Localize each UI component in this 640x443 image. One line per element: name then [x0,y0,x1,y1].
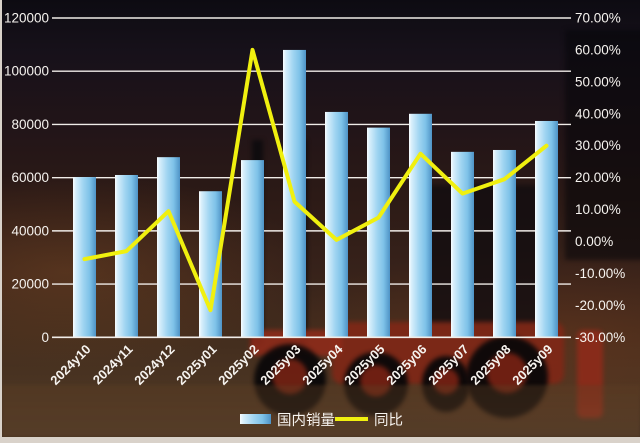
right-axis-tick-label: -30.00% [575,330,625,345]
right-axis-tick-label: 30.00% [575,138,621,153]
forklift-wheel [422,356,470,412]
x-axis-category-label: 2024y12 [131,342,177,388]
right-axis-tick-label: -10.00% [575,266,625,281]
left-axis-tick-label: 120000 [4,11,49,26]
forklift-wheel [254,344,326,416]
x-axis-category-label: 2025y01 [173,342,219,388]
left-axis-tick-label: 20000 [11,277,49,292]
legend-bar-swatch [240,414,271,424]
bar-2025y06 [409,113,432,338]
x-axis-category-label: 2025y03 [257,342,303,388]
bar-2025y07 [451,151,474,338]
right-axis-tick-label: 20.00% [575,170,621,185]
x-axis-category-label: 2025y05 [341,342,387,388]
bars-series-domestic-sales [73,49,558,338]
left-axis-labels: 0 20000 40000 60000 80000 100000 120000 [4,11,49,345]
legend: 国内销量 同比 [240,412,403,429]
right-axis-tick-label: -20.00% [575,298,625,313]
bar-2025y02 [241,160,264,338]
right-axis-tick-label: 0.00% [575,234,613,249]
forklift-fender [577,330,603,418]
left-axis-tick-label: 80000 [11,117,49,132]
forklift-cab-silhouette [422,185,542,335]
forklift-wheel [344,352,408,416]
background-silhouette [565,30,640,260]
left-axis-tick-label: 100000 [4,64,49,79]
left-axis-tick-label: 0 [41,330,49,345]
x-axis-category-label: 2025y09 [509,342,555,388]
x-axis-category-label: 2025y02 [215,342,261,388]
x-axis-category-label: 2025y04 [299,341,346,388]
left-axis-tick-label: 60000 [11,170,49,185]
bar-2024y12 [157,157,180,338]
x-axis-labels: 2024y102024y112024y122025y012025y022025y… [47,341,555,388]
forklift-wheel [466,336,548,418]
bar-2025y04 [325,111,348,338]
bar-2025y05 [367,127,390,338]
gridlines [52,17,571,338]
left-axis-tick-label: 40000 [11,223,49,238]
right-axis-tick-label: 50.00% [575,74,621,89]
x-axis-category-label: 2025y06 [383,342,429,388]
right-axis-labels: -30.00% -20.00% -10.00% 0.00% 10.00% 20.00% 30… [575,11,625,345]
x-axis-category-label: 2024y11 [90,342,136,388]
bar-2025y03 [283,49,306,338]
x-axis-category-label: 2025y07 [425,342,471,388]
right-axis-tick-label: 60.00% [575,42,621,57]
bar-2024y11 [115,174,138,338]
bar-2025y08 [493,149,516,338]
ground-reflection [2,385,640,437]
right-axis-tick-label: 70.00% [575,11,621,26]
legend-line-label: 同比 [374,412,403,429]
right-axis-tick-label: 10.00% [575,202,621,217]
legend-bar-label: 国内销量 [277,412,335,429]
right-axis-tick-label: 40.00% [575,106,621,121]
yoy-line [82,47,549,313]
x-axis-category-label: 2025y08 [467,342,513,388]
bar-2025y09 [535,120,558,338]
x-axis-category-label: 2024y10 [47,342,93,388]
